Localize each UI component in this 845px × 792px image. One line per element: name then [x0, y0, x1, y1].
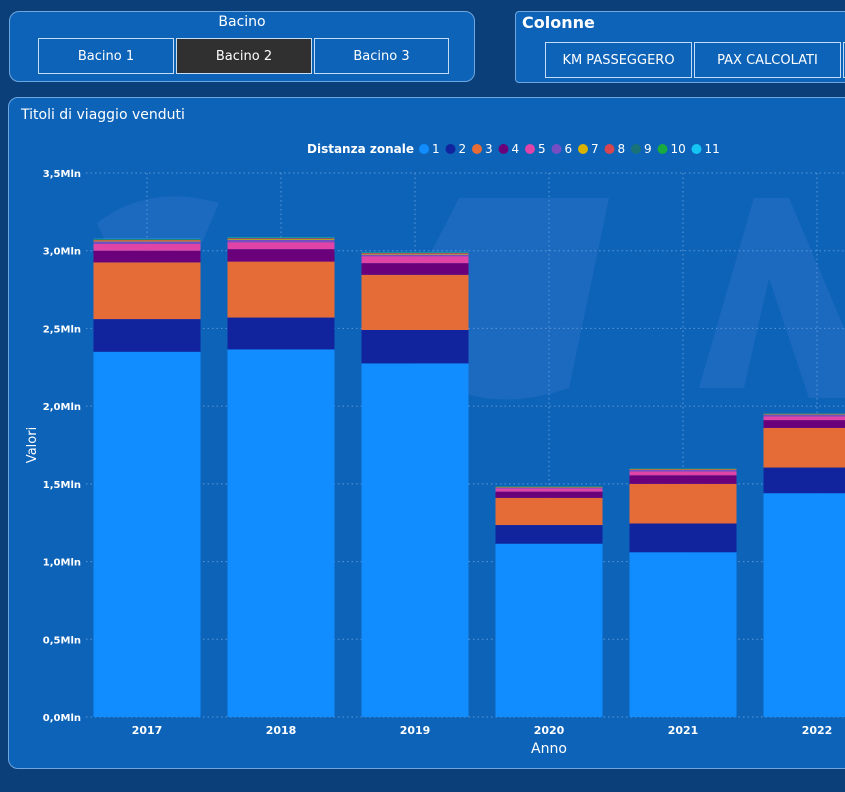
bar-2017-series-6: [93, 241, 201, 244]
bar-2021-series-5: [629, 471, 737, 476]
x-tick-label: 2021: [668, 724, 699, 737]
legend-label-series-2: 2: [459, 142, 467, 156]
bar-2020-series-5: [495, 488, 603, 492]
bar-2017-series-4: [93, 250, 201, 263]
legend-label-series-8: 8: [618, 142, 626, 156]
bar-2017-series-8: [93, 239, 201, 241]
chart-panel: 0,0Mln 0,5Mln 1,0Mln 1,5Mln 2,0Mln 2,5Mln 3,0M…: [8, 97, 845, 769]
colonne-more-button[interactable]: [843, 42, 845, 78]
bar-2020-series-2: [495, 525, 603, 544]
stacked-bar-chart: 0,0Mln 0,5Mln 1,0Mln 1,5Mln 2,0Mln 2,5Mln 3,0M…: [25, 142, 845, 757]
pax-calcolati-button[interactable]: PAX CALCOLATI: [694, 42, 841, 78]
bar-2019-series-2: [361, 329, 469, 364]
y-tick-label: 2,5Mln: [43, 324, 81, 335]
bar-2019-series-4: [361, 263, 469, 275]
bar-2017-series-7: [93, 240, 201, 242]
bar-2020-series-1: [495, 543, 603, 717]
legend-marker-series-1: [419, 144, 429, 154]
km-passeggero-button[interactable]: KM PASSEGGERO: [545, 42, 692, 78]
bar-2021-series-2: [629, 523, 737, 553]
bacino-title: Bacino: [218, 14, 266, 30]
legend-marker-series-2: [445, 144, 456, 154]
watermark-logo: [97, 196, 845, 400]
bar-2018-series-6: [227, 239, 335, 243]
bar-2020-series-4: [495, 491, 603, 498]
bar-2019-series-7: [361, 253, 469, 255]
bar-2018-series-8: [227, 238, 335, 240]
bar-2019-series-8: [361, 253, 469, 254]
legend-label-series-6: 6: [565, 142, 573, 156]
bar-2022-series-5: [763, 416, 845, 421]
legend-label-series-5: 5: [538, 142, 546, 156]
legend-label-series-11: 11: [705, 142, 720, 156]
bar-2020-series-6: [495, 487, 603, 489]
y-tick-label: 1,0Mln: [43, 558, 81, 569]
legend-marker-series-10: [657, 144, 668, 154]
legend-label-series-1: 1: [432, 142, 440, 156]
bar-2017-series-2: [93, 319, 201, 352]
bar-2017-series-1: [93, 351, 201, 717]
bar-2017-series-3: [93, 262, 201, 320]
y-tick-label: 3,0Mln: [43, 247, 81, 258]
x-tick-label: 2018: [266, 724, 297, 737]
x-tick-label: 2019: [400, 724, 431, 737]
colonne-title: Colonne: [522, 13, 595, 32]
bar-2018-series-5: [227, 242, 335, 250]
bar-2019-series-3: [361, 274, 469, 330]
x-tick-label: 2017: [132, 724, 163, 737]
legend-label-series-3: 3: [485, 142, 493, 156]
bar-2018-series-2: [227, 317, 335, 350]
x-tick-label: 2020: [534, 724, 565, 737]
legend-marker-series-6: [551, 144, 562, 154]
colonne-slicer: Colonne KM PASSEGGERO PAX CALCOLATI: [515, 11, 845, 83]
bar-2018-series-1: [227, 349, 335, 717]
y-axis-title: Valori: [25, 427, 40, 463]
legend-marker-series-4: [498, 144, 509, 154]
y-tick-label: 0,0Mln: [43, 713, 81, 724]
chart-title: Titoli di viaggio venduti: [21, 107, 185, 123]
legend-label-series-4: 4: [512, 142, 520, 156]
legend-marker-series-7: [578, 144, 588, 154]
bar-2022-series-6: [763, 414, 845, 417]
bar-2018-series-7: [227, 239, 335, 240]
legend-label-series-9: 9: [644, 142, 652, 156]
y-tick-label: 3,5Mln: [43, 169, 81, 180]
bar-2021-series-6: [629, 469, 737, 472]
bar-2021-series-1: [629, 552, 737, 717]
bacino-2-button[interactable]: Bacino 2: [176, 38, 312, 74]
bacino-1-button[interactable]: Bacino 1: [38, 38, 174, 74]
legend-marker-series-11: [691, 144, 702, 154]
y-tick-label: 1,5Mln: [43, 480, 81, 491]
bar-2021-series-3: [629, 483, 737, 524]
bar-2022-series-2: [763, 467, 845, 494]
y-tick-label: 0,5Mln: [43, 635, 81, 646]
legend-title: Distanza zonale: [307, 142, 414, 156]
legend-marker-series-5: [525, 144, 535, 154]
bacino-3-button[interactable]: Bacino 3: [314, 38, 449, 74]
bar-2021-series-4: [629, 475, 737, 484]
legend-marker-series-3: [472, 144, 482, 154]
bar-2020-series-3: [495, 497, 603, 526]
bar-2019-series-6: [361, 254, 469, 257]
bar-2022-series-3: [763, 427, 845, 468]
bacino-slicer: Bacino Bacino 1 Bacino 2 Bacino 3: [9, 11, 475, 82]
bar-2017-series-5: [93, 243, 201, 251]
bar-2022-series-4: [763, 420, 845, 428]
legend-label-series-10: 10: [671, 142, 686, 156]
x-tick-label: 2022: [802, 724, 833, 737]
bar-2019-series-1: [361, 363, 469, 717]
bar-2018-series-3: [227, 261, 335, 318]
bar-2019-series-5: [361, 256, 469, 264]
legend-marker-series-8: [604, 144, 615, 154]
y-tick-label: 2,0Mln: [43, 402, 81, 413]
bar-2018-series-4: [227, 249, 335, 262]
legend-label-series-7: 7: [591, 142, 599, 156]
x-axis-title: Anno: [531, 741, 567, 757]
bar-2022-series-1: [763, 493, 845, 717]
bottom-strip: [0, 771, 845, 792]
legend-marker-series-9: [631, 144, 641, 154]
